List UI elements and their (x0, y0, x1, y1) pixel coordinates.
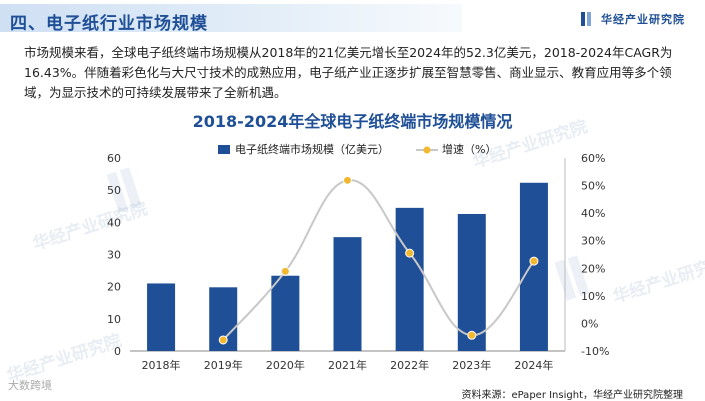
x-tick-label: 2023年 (452, 358, 491, 372)
growth-rate-point (218, 335, 228, 345)
y-right-tick-label: -10% (581, 345, 609, 358)
brand-name: 华经产业研究院 (601, 13, 685, 26)
y-right-tick-label: 20% (581, 262, 605, 275)
y-right-tick-label: 50% (581, 180, 605, 193)
y-left-tick-label: 20 (107, 281, 121, 294)
y-left-tick-label: 10 (107, 313, 121, 326)
bar-2024年 (519, 182, 548, 351)
growth-rate-point (529, 256, 539, 266)
bar-2023年 (457, 213, 486, 351)
legend-line-label: 增速（%） (442, 142, 496, 156)
corner-logo: 大数跨境 (8, 379, 52, 392)
y-right-tick-label: 60% (581, 152, 605, 165)
bar-2021年 (333, 237, 362, 351)
source-note: 资料来源：ePaper Insight，华经产业研究院整理 (461, 390, 683, 401)
section-title: 四、电子纸行业市场规模 (10, 14, 208, 34)
y-left-tick-label: 50 (107, 184, 121, 197)
growth-rate-point (405, 248, 415, 258)
y-left-tick-label: 40 (107, 216, 121, 229)
y-right-tick-label: 0% (581, 317, 598, 330)
chart-title: 2018-2024年全球电子纸终端市场规模情况 (192, 112, 513, 131)
legend-line-marker (423, 146, 431, 154)
x-tick-label: 2022年 (390, 358, 429, 372)
legend-bar-swatch (218, 145, 230, 154)
growth-rate-line (222, 179, 535, 341)
y-left-tick-label: 60 (107, 152, 121, 165)
y-right-tick-label: 30% (581, 235, 605, 248)
legend-bar-label: 电子纸终端市场规模（亿美元） (235, 142, 389, 156)
bar-2018年 (147, 283, 176, 351)
growth-rate-point (280, 266, 290, 276)
y-left-tick-label: 30 (107, 249, 121, 262)
y-right-tick-label: 40% (581, 207, 605, 220)
x-tick-label: 2018年 (142, 358, 181, 372)
x-tick-label: 2024年 (514, 358, 553, 372)
header: 四、电子纸行业市场规模 华经产业研究院 (0, 0, 705, 36)
y-left-tick-label: 0 (114, 345, 121, 358)
bar-2020年 (271, 275, 300, 351)
brand: 华经产业研究院 (581, 11, 685, 27)
x-tick-label: 2020年 (266, 358, 305, 372)
growth-rate-point (343, 175, 352, 185)
growth-rate-point (467, 330, 477, 340)
brand-logo-icon (581, 12, 595, 26)
bar-2022年 (395, 207, 424, 351)
y-right-tick-label: 10% (581, 290, 605, 303)
x-tick-label: 2019年 (204, 358, 243, 372)
section-title-bar: 四、电子纸行业市场规模 (0, 4, 462, 34)
x-tick-label: 2021年 (328, 358, 367, 372)
intro-paragraph: 市场规模来看，全球电子纸终端市场规模从2018年的21亿美元增长至2024年的5… (24, 45, 673, 100)
